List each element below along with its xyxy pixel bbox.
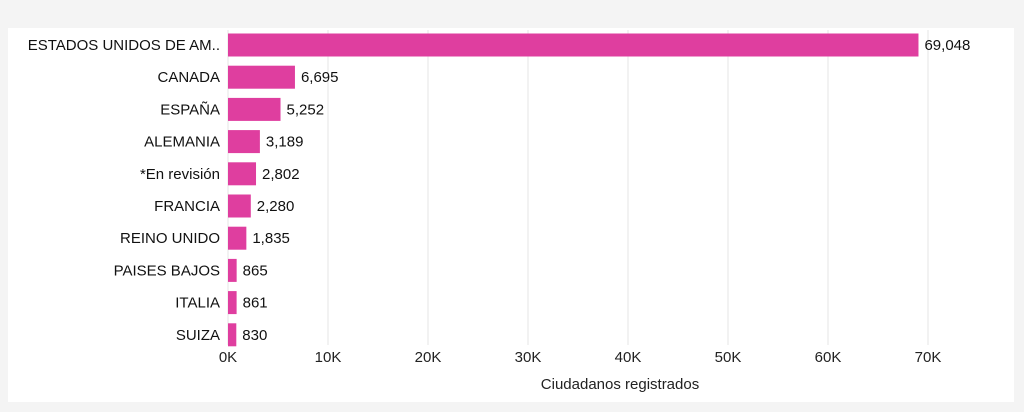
bar (228, 194, 251, 218)
x-tick-label: 10K (315, 349, 342, 366)
value-label: 830 (242, 327, 267, 344)
category-label: FRANCIA (154, 198, 220, 215)
category-labels: ESTADOS UNIDOS DE AM.. CANADA ESPAÑA ALEMAN… (28, 37, 220, 344)
value-label: 2,802 (262, 166, 300, 183)
value-labels: 69,048 6,695 5,252 3,189 2,802 2,280 1,835 865 8… (242, 37, 970, 344)
bar (228, 258, 237, 282)
bar (228, 130, 260, 154)
category-label: ESPAÑA (160, 101, 220, 118)
x-tick-label: 40K (615, 349, 642, 366)
category-label: ESTADOS UNIDOS DE AM.. (28, 37, 220, 54)
bar (228, 323, 237, 347)
value-label: 3,189 (266, 134, 304, 151)
category-label: REINO UNIDO (120, 230, 220, 247)
bar (228, 162, 257, 186)
bar (228, 65, 295, 89)
x-tick-labels: 0K 10K 20K 30K 40K 50K 60K 70K (219, 349, 942, 366)
value-label: 861 (243, 295, 268, 312)
value-label: 6,695 (301, 69, 339, 86)
category-label: *En revisión (140, 166, 220, 183)
x-tick-label: 60K (815, 349, 842, 366)
x-tick-label: 30K (515, 349, 542, 366)
category-label: CANADA (157, 69, 220, 86)
value-label: 865 (243, 262, 268, 279)
category-label: ITALIA (175, 295, 220, 312)
value-label: 69,048 (924, 37, 970, 54)
bars (228, 33, 919, 347)
bar (228, 97, 281, 121)
value-label: 1,835 (252, 230, 290, 247)
chart-panel (8, 28, 1014, 402)
x-tick-label: 0K (219, 349, 237, 366)
bar (228, 226, 247, 250)
category-label: SUIZA (176, 327, 220, 344)
value-label: 5,252 (287, 101, 325, 118)
value-label: 2,280 (257, 198, 295, 215)
bar (228, 33, 919, 57)
x-tick-label: 20K (415, 349, 442, 366)
x-tick-label: 70K (915, 349, 942, 366)
category-label: PAISES BAJOS (114, 262, 220, 279)
category-label: ALEMANIA (144, 134, 220, 151)
x-axis-title: Ciudadanos registrados (541, 376, 699, 393)
bar (228, 291, 237, 315)
x-tick-label: 50K (715, 349, 742, 366)
